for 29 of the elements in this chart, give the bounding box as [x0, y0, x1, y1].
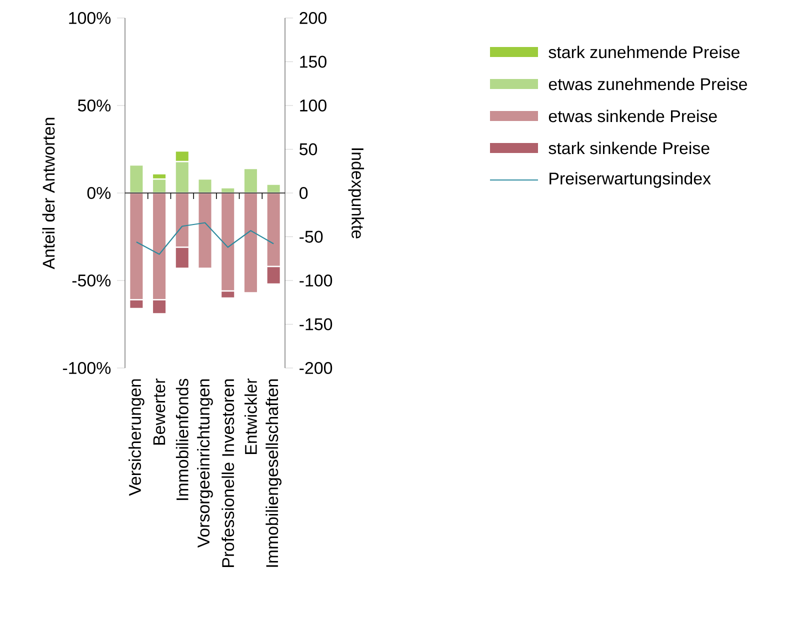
y2-axis-title: Indexpunkte	[348, 148, 364, 238]
y-tick-label: -50%	[72, 274, 111, 287]
legend-label: etwas sinkende Preise	[548, 110, 717, 122]
y-tick-label: 100%	[69, 12, 111, 24]
y-tick-label: 0%	[87, 187, 111, 200]
y2-tick-label: 200	[300, 12, 326, 24]
y-tick-label: -100%	[62, 362, 111, 374]
y2-tick-label: -100	[300, 274, 332, 286]
x-tick-label: Immobiliengesellschaften	[266, 379, 282, 567]
x-tick-label: Immobilienfonds	[176, 378, 188, 500]
y2-tick-label: 150	[300, 56, 326, 68]
y2-tick-label: -200	[300, 362, 332, 374]
legend-label: stark sinkende Preise	[548, 142, 710, 154]
x-tick-label: Professionelle Investoren	[222, 379, 234, 567]
legend-label: etwas zunehmende Preise	[548, 78, 748, 90]
legend-label: Preiserwartungsindex	[550, 172, 711, 188]
x-tick-label: Entwickler	[244, 378, 257, 454]
y2-tick-label: -50	[300, 230, 323, 243]
x-tick-label: Vorsorgeeinrichtungen	[197, 379, 213, 548]
y2-tick-label: 0	[300, 187, 308, 199]
line-series	[136, 222, 274, 255]
x-tick-label: Versicherungen	[128, 379, 144, 496]
y-tick-label: 50%	[78, 100, 111, 112]
y2-tick-label: 50	[300, 143, 318, 156]
y2-tick-label: -150	[300, 318, 332, 330]
y-axis-title: Anteil der Antworten	[42, 118, 55, 270]
y2-tick-label: 100	[300, 100, 326, 112]
x-tick-label: Bewerter	[153, 378, 166, 445]
legend-label: stark zunehmende Preise	[548, 46, 740, 58]
